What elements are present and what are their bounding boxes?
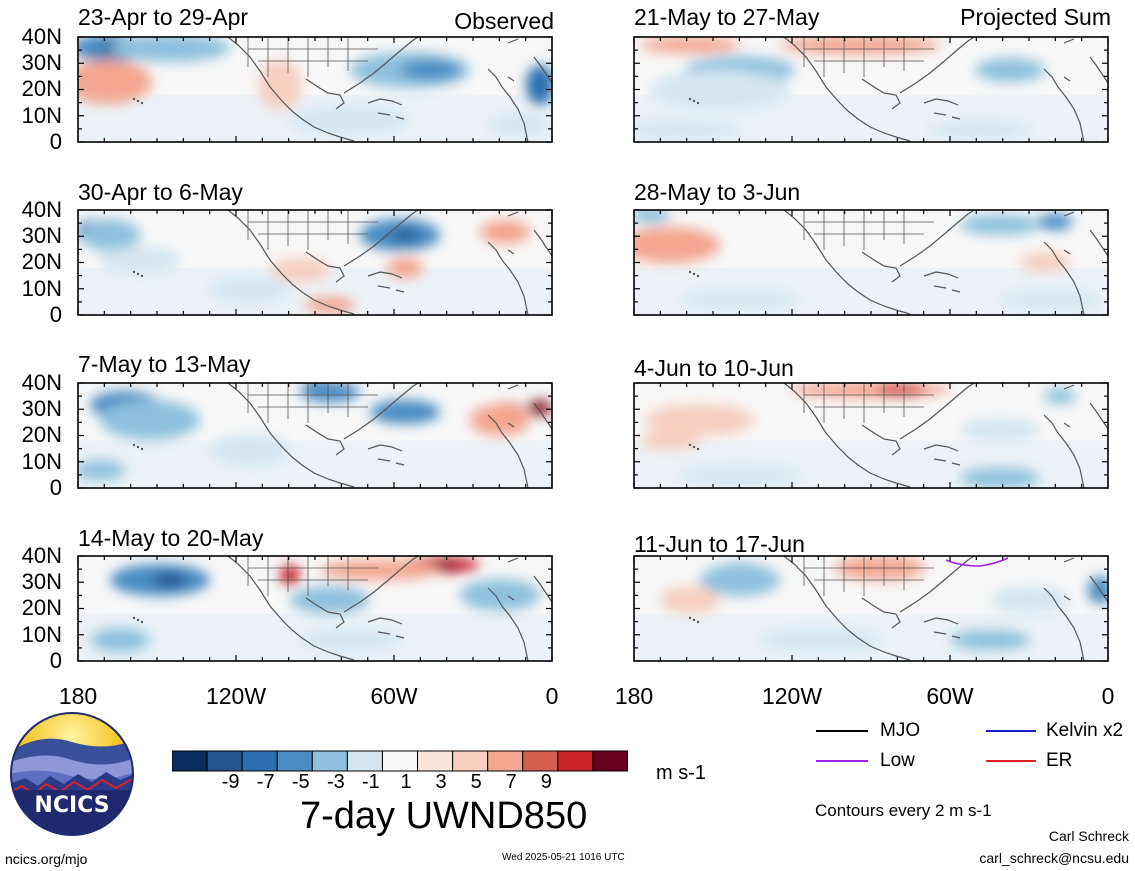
colorbar-tick-label: -3: [326, 771, 345, 793]
y-tick-label: 40N: [21, 24, 62, 49]
x-tick-label: 60W: [926, 683, 974, 709]
footer-author: Carl Schreck: [1048, 828, 1129, 844]
y-tick-label: 30N: [21, 223, 62, 248]
projected-column-title: Projected Sum: [960, 4, 1111, 30]
y-tick-label: 20N: [21, 422, 62, 447]
x-tick-label: 60W: [370, 683, 418, 709]
y-tick-label: 40N: [21, 543, 62, 568]
legend-line-low: [816, 760, 868, 762]
y-tick-label: 20N: [21, 595, 62, 620]
colorbar-tick-label: -1: [362, 771, 380, 793]
map-panel: [77, 555, 553, 662]
legend-label-low: Low: [880, 750, 915, 771]
x-tick-label: 180: [614, 683, 654, 709]
ncics-logo: NCICS: [10, 712, 134, 836]
colorbar-tick-label: -7: [256, 771, 275, 793]
colorbar-swatch: [346, 750, 383, 772]
colorbar-swatch: [276, 750, 313, 772]
panel-title: 14-May to 20-May: [78, 525, 264, 551]
colorbar-swatch: [557, 750, 594, 772]
map-panel: [633, 36, 1109, 143]
x-tick-label: 120W: [205, 683, 267, 709]
footer-url: ncics.org/mjo: [5, 851, 88, 867]
colorbar: [172, 750, 628, 772]
y-tick-label: 20N: [21, 76, 62, 101]
colorbar-swatch: [452, 750, 489, 772]
colorbar-swatch: [172, 750, 208, 772]
y-tick-label: 30N: [21, 569, 62, 594]
colorbar-swatch: [487, 750, 524, 772]
colorbar-swatch: [241, 750, 278, 772]
ncics-logo-text: NCICS: [34, 793, 109, 818]
panel-title: 7-May to 13-May: [78, 351, 251, 377]
colorbar-tick-label: 7: [505, 771, 517, 793]
y-tick-label: 30N: [21, 396, 62, 421]
x-tick-label: 0: [545, 683, 559, 709]
x-tick-label: 120W: [761, 683, 823, 709]
y-tick-label: 0: [49, 648, 62, 673]
colorbar-tick-label: 3: [435, 771, 447, 793]
legend-line-kelvin: [986, 730, 1036, 732]
y-tick-label: 40N: [21, 197, 62, 222]
legend-label-kelvin: Kelvin x2: [1046, 720, 1124, 741]
legend-line-er: [986, 760, 1036, 762]
colorbar-tick-label: 1: [400, 771, 412, 793]
colorbar-tick-label: -9: [221, 771, 240, 793]
colorbar-tick-label: 5: [470, 771, 482, 793]
y-tick-label: 30N: [21, 50, 62, 75]
y-tick-label: 10N: [21, 276, 62, 301]
colorbar-title: 7-day UWND850: [300, 795, 588, 837]
y-tick-label: 10N: [21, 449, 62, 474]
contours-note: Contours every 2 m s-1: [815, 801, 992, 820]
colorbar-swatch: [417, 750, 454, 772]
map-panel: [77, 36, 553, 143]
x-tick-label: 180: [58, 683, 98, 709]
colorbar-tick-label: 9: [540, 771, 552, 793]
panel-title: 21-May to 27-May: [634, 4, 820, 30]
map-panel: [633, 382, 1109, 489]
legend-label-mjo: MJO: [880, 720, 921, 741]
colorbar-tick-label: -5: [291, 771, 310, 793]
panel-title: 28-May to 3-Jun: [634, 179, 801, 205]
observed-column-title: Observed: [454, 8, 554, 34]
map-panel: [633, 209, 1109, 316]
y-tick-label: 0: [49, 129, 62, 154]
y-tick-label: 40N: [21, 370, 62, 395]
colorbar-swatch: [592, 750, 628, 772]
y-tick-label: 10N: [21, 103, 62, 128]
y-tick-label: 0: [49, 302, 62, 327]
colorbar-swatch: [206, 750, 243, 772]
legend-line-mjo: [816, 730, 868, 732]
panel-title: 30-Apr to 6-May: [78, 179, 243, 205]
x-tick-label: 0: [1101, 683, 1115, 709]
map-panel: [633, 555, 1109, 662]
colorbar-units: m s-1: [656, 762, 706, 784]
footer-timestamp: Wed 2025-05-21 1016 UTC: [502, 852, 625, 863]
panel-title: 11-Jun to 17-Jun: [634, 531, 805, 557]
y-tick-label: 0: [49, 475, 62, 500]
low-contour: [945, 557, 1009, 567]
panel-title: 23-Apr to 29-Apr: [78, 4, 249, 30]
map-panels: [77, 36, 1109, 662]
ncics-logo-graphic: NCICS: [10, 712, 134, 836]
colorbar-swatch: [522, 750, 559, 772]
y-tick-label: 10N: [21, 622, 62, 647]
map-panel: [77, 382, 553, 489]
footer-email: carl_schreck@ncsu.edu: [979, 850, 1129, 866]
legend-label-er: ER: [1046, 750, 1073, 771]
map-panel: [77, 209, 553, 316]
panel-title: 4-Jun to 10-Jun: [634, 355, 794, 381]
colorbar-swatch: [311, 750, 348, 772]
y-tick-label: 20N: [21, 249, 62, 274]
colorbar-swatch: [381, 750, 419, 772]
